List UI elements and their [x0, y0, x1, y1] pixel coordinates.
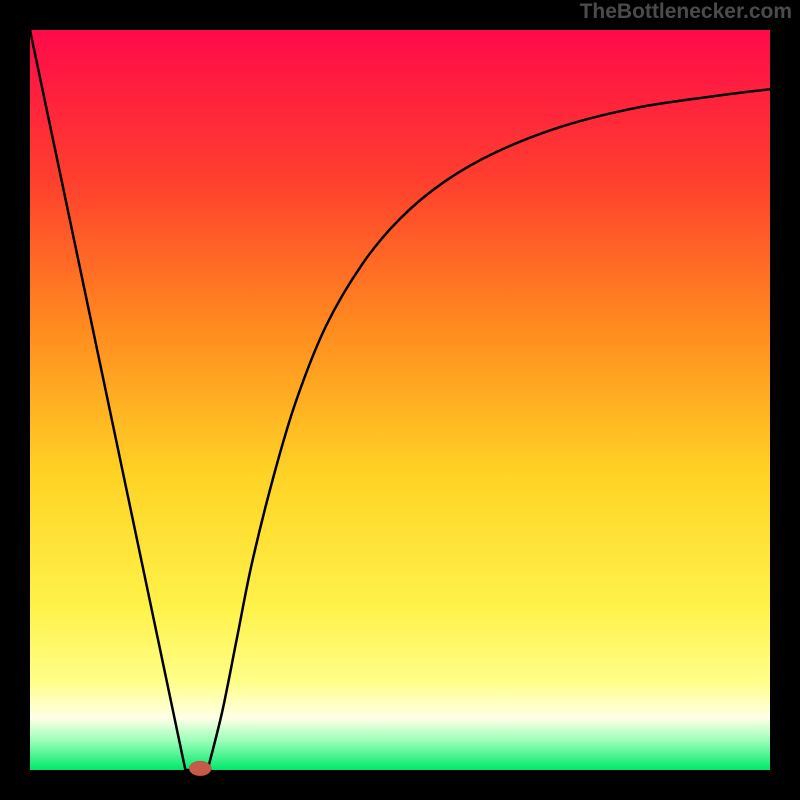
chart-frame: TheBottlenecker.com — [0, 0, 800, 800]
plot-background — [30, 30, 770, 770]
optimum-marker — [189, 761, 211, 776]
chart-svg — [0, 0, 800, 800]
watermark-text: TheBottlenecker.com — [580, 0, 792, 24]
